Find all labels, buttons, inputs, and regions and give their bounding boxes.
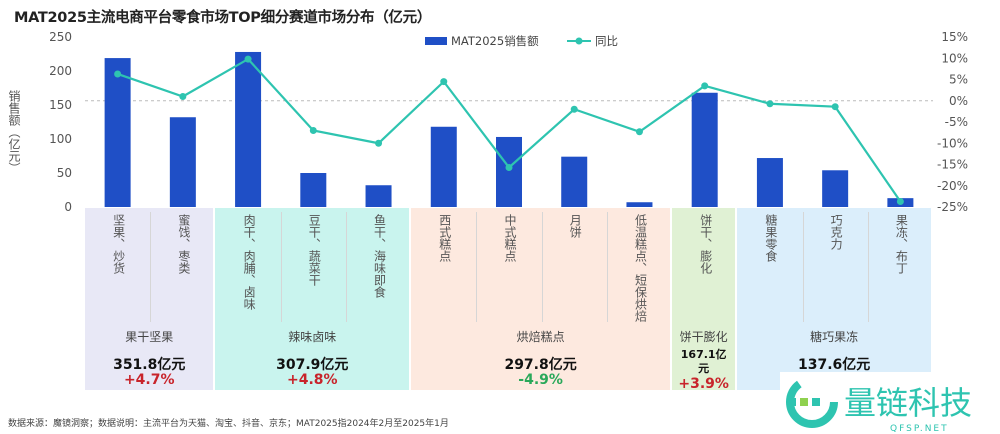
y2-tick-label: 10%: [941, 51, 968, 65]
divider: [150, 212, 152, 322]
group-panel: 糖巧果冻 137.6亿元: [737, 208, 931, 390]
bar: [756, 158, 783, 207]
divider: [541, 212, 543, 322]
bar: [235, 51, 262, 208]
bar: [626, 202, 653, 207]
yoy-point: [635, 128, 643, 136]
y-tick-label: 100: [49, 132, 72, 146]
watermark-text: 量链科技: [844, 384, 972, 422]
legend-line-marker: [575, 37, 583, 45]
group-panel: 果干坚果 351.8亿元 +4.7%: [85, 208, 214, 390]
group-yoy: +4.7%: [123, 372, 175, 388]
bar: [169, 117, 196, 207]
divider: [345, 212, 347, 322]
x-tick-label: 鱼干、海味即食: [372, 214, 387, 298]
group-yoy: +3.9%: [678, 376, 729, 392]
divider: [867, 212, 869, 322]
yoy-point: [701, 82, 709, 90]
x-tick-label: 月饼: [568, 214, 583, 238]
x-tick-label: 巧克力: [829, 214, 844, 250]
legend-line-label: 同比: [595, 34, 618, 48]
divider: [476, 212, 478, 322]
group-label: 辣味卤味: [288, 330, 337, 344]
x-tick-label: 豆干、蔬菜干: [307, 214, 322, 286]
divider: [802, 212, 804, 322]
y-tick-label: 250: [49, 30, 72, 44]
bar: [365, 185, 392, 207]
y2-tick-label: -20%: [937, 179, 968, 193]
group-panel: 辣味卤味 307.9亿元 +4.8%: [215, 208, 410, 390]
yoy-point: [375, 139, 383, 147]
x-tick-label: 肉干、肉脯、卤味: [242, 214, 257, 310]
legend-bar-label: MAT2025销售额: [451, 34, 539, 48]
group-label: 饼干膨化: [679, 330, 728, 344]
yoy-point: [896, 197, 904, 205]
yoy-point: [440, 78, 448, 86]
yoy-point: [505, 163, 513, 171]
y-tick-label: 200: [49, 64, 72, 78]
bar: [300, 173, 327, 207]
yoy-point: [244, 55, 252, 63]
watermark-sub: QFSP.NET: [890, 424, 949, 434]
x-tick-label: 饼干、膨化: [698, 214, 713, 274]
y2-tick-label: 5%: [949, 73, 968, 87]
group-total: 351.8亿元: [113, 357, 186, 373]
y2-tick-label: -5%: [945, 115, 968, 129]
y2-tick-label: -15%: [937, 158, 968, 172]
y2-tick-label: -25%: [937, 200, 968, 214]
watermark-logo: 量链科技 QFSP.NET: [780, 372, 1000, 434]
footnote: 数据来源：魔镜洞察；数据说明：主流平台为天猫、淘宝、抖音、京东；MAT2025指…: [8, 419, 449, 429]
bar: [430, 126, 457, 207]
group-label: 糖巧果冻: [810, 330, 859, 344]
y-tick-label: 50: [57, 166, 72, 180]
y2-tick-label: 15%: [941, 30, 968, 44]
y-tick-label: 150: [49, 98, 72, 112]
y-tick-label: 0: [64, 200, 72, 214]
yoy-point: [179, 93, 187, 100]
yoy-point: [309, 127, 317, 134]
group-yoy: -4.9%: [518, 372, 563, 388]
yoy-point: [831, 103, 839, 111]
y2-tick-label: 0%: [949, 94, 968, 108]
bar: [822, 170, 849, 207]
x-tick-label: 中式糕点: [503, 214, 517, 262]
bar: [496, 136, 522, 207]
group-total: 167.1亿元: [680, 348, 727, 375]
group-label: 烘焙糕点: [516, 330, 565, 344]
x-tick-label: 低温糕点、短保烘焙: [633, 214, 648, 322]
group-total: 297.8亿元: [504, 357, 577, 373]
y-axis-label: 销售额（亿元）: [7, 90, 21, 174]
group-total: 307.9亿元: [276, 357, 349, 373]
group-yoy: +4.8%: [287, 372, 338, 388]
chart-title: MAT2025主流电商平台零食市场TOP细分赛道市场分布（亿元）: [14, 10, 432, 26]
bar: [561, 156, 588, 207]
legend-bar-swatch: [425, 37, 447, 45]
yoy-point: [114, 70, 122, 78]
yoy-point: [766, 100, 774, 108]
group-panel: 饼干膨化 167.1亿元 +3.9%: [672, 208, 736, 392]
divider: [280, 212, 282, 322]
divider: [606, 212, 608, 322]
x-tick-label: 西式糕点: [437, 214, 452, 262]
group-label: 果干坚果: [125, 330, 174, 344]
bar: [691, 92, 718, 207]
group-total: 137.6亿元: [797, 357, 871, 373]
yoy-point: [570, 105, 578, 113]
x-tick-label: 坚果、炒货: [111, 214, 126, 274]
group-panel: 烘焙糕点 297.8亿元 -4.9%: [411, 208, 671, 390]
y2-tick-label: -10%: [937, 136, 968, 150]
x-tick-label: 果冻、布丁: [894, 214, 909, 274]
bar: [104, 58, 131, 207]
x-tick-label: 蜜饯、枣类: [176, 214, 191, 274]
x-tick-label: 糖果零食: [763, 214, 778, 262]
